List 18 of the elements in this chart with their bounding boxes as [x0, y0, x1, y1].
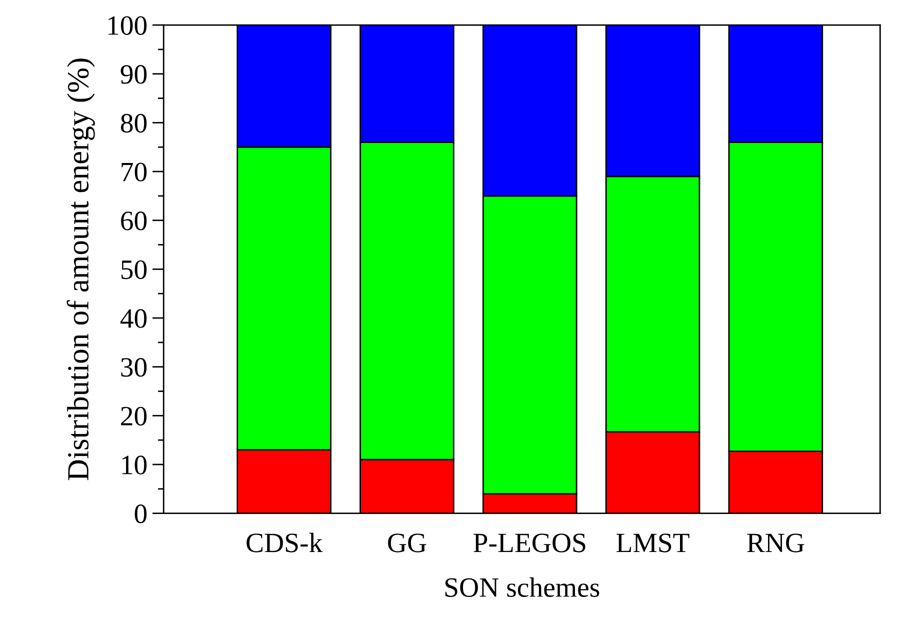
y-tick-label: 80 — [120, 114, 147, 133]
y-tick-label: 60 — [121, 212, 147, 230]
x-tick-label: P-LEGOS — [474, 534, 586, 552]
x-tick-label: GG — [388, 534, 426, 552]
y-tick-label: 40 — [120, 309, 147, 328]
y-tick-label: 50 — [121, 260, 147, 280]
y-tick-label: 20 — [121, 406, 147, 426]
y-tick-label: 100 — [108, 16, 147, 35]
y-axis-title: Distribution of amount energy (%) — [66, 58, 95, 480]
y-tick-label: 0 — [134, 504, 147, 524]
x-tick-label: LMST — [616, 534, 690, 552]
y-tick-label: 90 — [120, 65, 147, 84]
x-tick-label: RNG — [747, 534, 804, 552]
x-axis-title: SON schemes — [445, 577, 600, 597]
y-tick-label: 30 — [121, 358, 147, 377]
x-tick-label: CDS-k — [246, 532, 323, 552]
y-tick-label: 10 — [122, 456, 147, 474]
y-tick-label: 70 — [122, 162, 147, 182]
